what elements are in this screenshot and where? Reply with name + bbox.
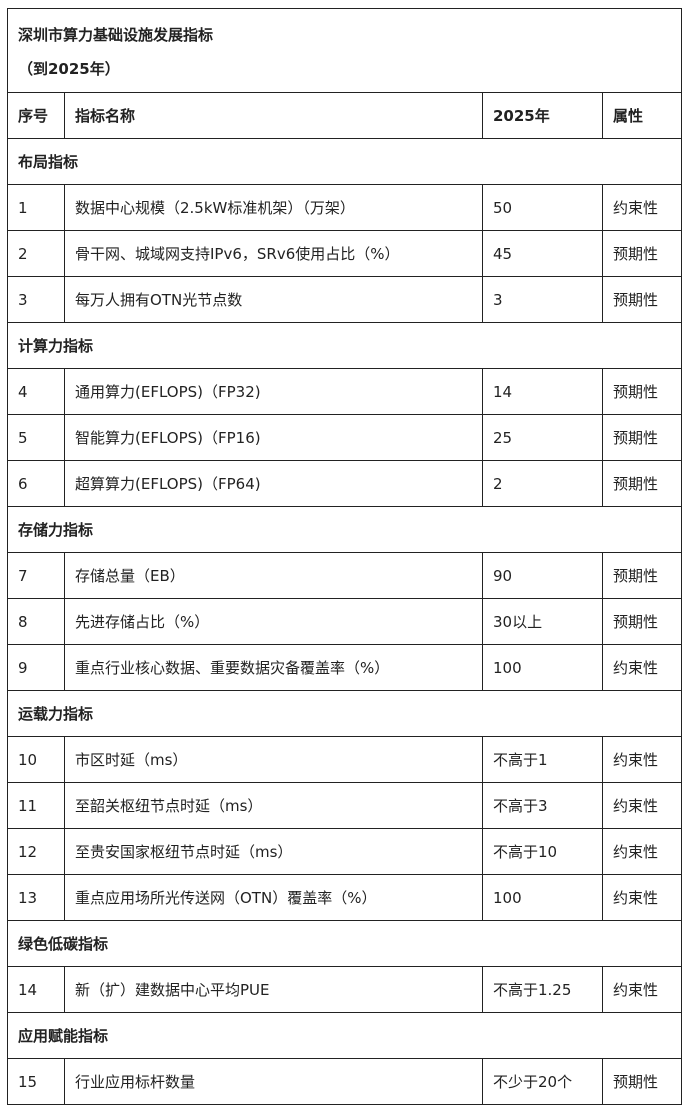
table-row: 7 存储总量（EB） 90 预期性 <box>7 552 682 599</box>
cell-index: 7 <box>7 552 65 599</box>
table-row: 15 行业应用标杆数量 不少于20个 预期性 <box>7 1058 682 1105</box>
table-row: 2 骨干网、城域网支持IPv6，SRv6使用占比（%） 45 预期性 <box>7 230 682 277</box>
cell-attr: 预期性 <box>602 460 682 507</box>
section-row: 应用赋能指标 <box>7 1012 682 1059</box>
cell-attr: 预期性 <box>602 552 682 599</box>
cell-name: 至贵安国家枢纽节点时延（ms） <box>64 828 483 875</box>
cell-index: 6 <box>7 460 65 507</box>
cell-value: 不高于10 <box>482 828 603 875</box>
section-row: 存储力指标 <box>7 506 682 553</box>
cell-attr: 预期性 <box>602 368 682 415</box>
table-row: 4 通用算力(EFLOPS)（FP32) 14 预期性 <box>7 368 682 415</box>
header-index: 序号 <box>7 92 65 139</box>
cell-attr: 约束性 <box>602 644 682 691</box>
cell-attr: 约束性 <box>602 874 682 921</box>
cell-index: 13 <box>7 874 65 921</box>
cell-name: 市区时延（ms） <box>64 736 483 783</box>
header-row: 序号 指标名称 2025年 属性 <box>7 92 682 139</box>
cell-index: 4 <box>7 368 65 415</box>
title-row: 深圳市算力基础设施发展指标 （到2025年） <box>7 8 682 93</box>
table-row: 3 每万人拥有OTN光节点数 3 预期性 <box>7 276 682 323</box>
cell-index: 9 <box>7 644 65 691</box>
cell-value: 3 <box>482 276 603 323</box>
table-row: 9 重点行业核心数据、重要数据灾备覆盖率（%） 100 约束性 <box>7 644 682 691</box>
header-name: 指标名称 <box>64 92 483 139</box>
cell-index: 3 <box>7 276 65 323</box>
cell-index: 11 <box>7 782 65 829</box>
cell-value: 45 <box>482 230 603 277</box>
section-title: 应用赋能指标 <box>7 1012 682 1059</box>
cell-name: 智能算力(EFLOPS)（FP16) <box>64 414 483 461</box>
cell-attr: 约束性 <box>602 828 682 875</box>
cell-index: 10 <box>7 736 65 783</box>
cell-value: 2 <box>482 460 603 507</box>
table-row: 5 智能算力(EFLOPS)（FP16) 25 预期性 <box>7 414 682 461</box>
cell-name: 行业应用标杆数量 <box>64 1058 483 1105</box>
cell-name: 存储总量（EB） <box>64 552 483 599</box>
cell-name: 通用算力(EFLOPS)（FP32) <box>64 368 483 415</box>
section-row: 计算力指标 <box>7 322 682 369</box>
section-title: 运载力指标 <box>7 690 682 737</box>
cell-value: 不高于3 <box>482 782 603 829</box>
section-title: 绿色低碳指标 <box>7 920 682 967</box>
title-line-2: （到2025年） <box>18 59 120 78</box>
cell-name: 新（扩）建数据中心平均PUE <box>64 966 483 1013</box>
cell-name: 重点应用场所光传送网（OTN）覆盖率（%） <box>64 874 483 921</box>
cell-attr: 约束性 <box>602 736 682 783</box>
cell-index: 2 <box>7 230 65 277</box>
cell-name: 数据中心规模（2.5kW标准机架）（万架） <box>64 184 483 231</box>
cell-name: 每万人拥有OTN光节点数 <box>64 276 483 323</box>
table-row: 6 超算算力(EFLOPS)（FP64) 2 预期性 <box>7 460 682 507</box>
section-row: 运载力指标 <box>7 690 682 737</box>
cell-attr: 预期性 <box>602 414 682 461</box>
table-row: 10 市区时延（ms） 不高于1 约束性 <box>7 736 682 783</box>
section-row: 布局指标 <box>7 138 682 185</box>
cell-index: 14 <box>7 966 65 1013</box>
cell-attr: 预期性 <box>602 230 682 277</box>
header-year: 2025年 <box>482 92 603 139</box>
table-title: 深圳市算力基础设施发展指标 （到2025年） <box>7 8 682 93</box>
cell-name: 先进存储占比（%） <box>64 598 483 645</box>
cell-index: 12 <box>7 828 65 875</box>
table-row: 1 数据中心规模（2.5kW标准机架）（万架） 50 约束性 <box>7 184 682 231</box>
table-row: 11 至韶关枢纽节点时延（ms） 不高于3 约束性 <box>7 782 682 829</box>
cell-name: 骨干网、城域网支持IPv6，SRv6使用占比（%） <box>64 230 483 277</box>
indicator-table: 深圳市算力基础设施发展指标 （到2025年） 序号 指标名称 2025年 属性 … <box>7 8 682 1105</box>
cell-attr: 预期性 <box>602 1058 682 1105</box>
section-title: 计算力指标 <box>7 322 682 369</box>
cell-name: 至韶关枢纽节点时延（ms） <box>64 782 483 829</box>
title-line-1: 深圳市算力基础设施发展指标 <box>18 25 214 44</box>
table-row: 14 新（扩）建数据中心平均PUE 不高于1.25 约束性 <box>7 966 682 1013</box>
cell-value: 50 <box>482 184 603 231</box>
cell-attr: 预期性 <box>602 598 682 645</box>
cell-attr: 约束性 <box>602 184 682 231</box>
cell-value: 不少于20个 <box>482 1058 603 1105</box>
cell-value: 90 <box>482 552 603 599</box>
section-title: 布局指标 <box>7 138 682 185</box>
cell-value: 100 <box>482 644 603 691</box>
cell-index: 15 <box>7 1058 65 1105</box>
cell-index: 8 <box>7 598 65 645</box>
header-attr: 属性 <box>602 92 682 139</box>
cell-value: 14 <box>482 368 603 415</box>
cell-name: 超算算力(EFLOPS)（FP64) <box>64 460 483 507</box>
cell-value: 不高于1.25 <box>482 966 603 1013</box>
table-row: 13 重点应用场所光传送网（OTN）覆盖率（%） 100 约束性 <box>7 874 682 921</box>
cell-attr: 预期性 <box>602 276 682 323</box>
cell-value: 100 <box>482 874 603 921</box>
cell-name: 重点行业核心数据、重要数据灾备覆盖率（%） <box>64 644 483 691</box>
cell-index: 1 <box>7 184 65 231</box>
table-row: 12 至贵安国家枢纽节点时延（ms） 不高于10 约束性 <box>7 828 682 875</box>
section-row: 绿色低碳指标 <box>7 920 682 967</box>
cell-value: 25 <box>482 414 603 461</box>
cell-value: 30以上 <box>482 598 603 645</box>
cell-value: 不高于1 <box>482 736 603 783</box>
cell-attr: 约束性 <box>602 966 682 1013</box>
cell-attr: 约束性 <box>602 782 682 829</box>
table-row: 8 先进存储占比（%） 30以上 预期性 <box>7 598 682 645</box>
section-title: 存储力指标 <box>7 506 682 553</box>
cell-index: 5 <box>7 414 65 461</box>
